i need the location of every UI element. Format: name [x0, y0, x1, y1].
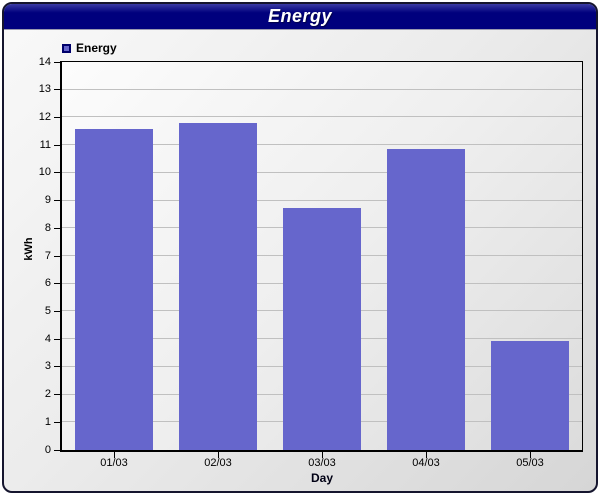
y-tick-8 [54, 227, 60, 229]
y-tick-10 [54, 172, 60, 174]
y-tick-label-4: 4 [44, 332, 51, 345]
x-tick-label-02/03: 02/03 [204, 457, 232, 469]
plot-area [60, 61, 583, 452]
y-tick-label-8: 8 [44, 221, 51, 234]
y-tick-1 [54, 421, 60, 423]
bar-03/03 [283, 207, 361, 450]
x-tick-01/03 [113, 452, 115, 458]
y-tick-4 [54, 338, 60, 340]
x-tick-02/03 [217, 452, 219, 458]
y-tick-label-3: 3 [44, 360, 51, 373]
y-tick-7 [54, 255, 60, 257]
x-tick-label-03/03: 03/03 [308, 457, 336, 469]
y-tick-2 [54, 394, 60, 396]
x-tick-05/03 [529, 452, 531, 458]
y-tick-6 [54, 283, 60, 285]
y-tick-label-9: 9 [44, 194, 51, 207]
bar-01/03 [75, 128, 153, 450]
x-tick-label-05/03: 05/03 [516, 457, 544, 469]
y-tick-label-12: 12 [38, 110, 51, 123]
y-tick-label-2: 2 [44, 388, 51, 401]
y-tick-14 [54, 61, 60, 63]
gridline-9 [62, 199, 582, 201]
y-tick-13 [54, 89, 60, 91]
y-tick-label-11: 11 [39, 138, 51, 151]
x-tick-03/03 [321, 452, 323, 458]
y-tick-label-5: 5 [44, 304, 51, 317]
gridline-11 [62, 144, 582, 146]
gridline-12 [62, 116, 582, 118]
chart-title-bar: Energy [4, 4, 596, 30]
x-tick-label-04/03: 04/03 [412, 457, 440, 469]
y-tick-9 [54, 200, 60, 202]
chart-title: Energy [267, 6, 333, 26]
y-tick-label-14: 14 [38, 55, 51, 68]
legend-label-energy: Energy [76, 41, 117, 55]
bar-04/03 [387, 149, 465, 450]
y-tick-3 [54, 366, 60, 368]
legend: Energy [62, 41, 117, 55]
y-tick-label-0: 0 [44, 443, 51, 456]
y-tick-label-6: 6 [44, 277, 51, 290]
x-axis-title: Day [310, 471, 333, 485]
gridline-13 [62, 88, 582, 90]
y-tick-label-7: 7 [44, 249, 51, 262]
y-tick-label-1: 1 [44, 415, 51, 428]
y-tick-11 [54, 144, 60, 146]
bar-05/03 [491, 340, 569, 450]
y-tick-5 [54, 310, 60, 312]
y-tick-12 [54, 116, 60, 118]
x-tick-04/03 [425, 452, 427, 458]
y-tick-label-10: 10 [38, 166, 51, 179]
gridline-10 [62, 171, 582, 173]
y-tick-0 [54, 449, 60, 451]
x-tick-label-01/03: 01/03 [100, 457, 128, 469]
bar-02/03 [179, 122, 257, 450]
legend-swatch-energy [62, 43, 71, 53]
y-tick-label-13: 13 [38, 83, 51, 96]
